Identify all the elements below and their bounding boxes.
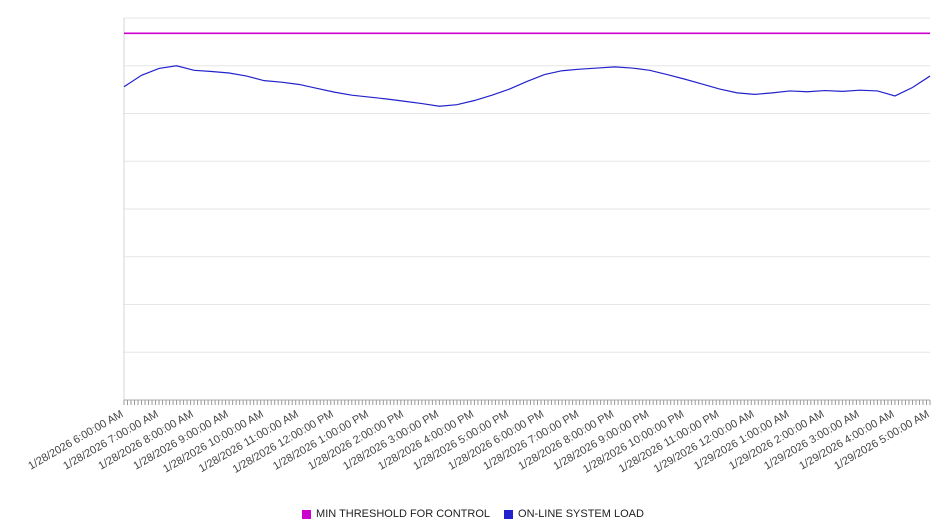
line-chart: 1/28/2026 6:00:00 AM1/28/2026 7:00:00 AM… [26, 17, 932, 476]
legend-swatch-threshold-icon [302, 509, 312, 519]
legend-label-online-load: ON-LINE SYSTEM LOAD [518, 508, 644, 520]
load-line [123, 65, 931, 107]
legend-item-min-threshold[interactable]: MIN THRESHOLD FOR CONTROL [302, 508, 490, 520]
chart-legend: MIN THRESHOLD FOR CONTROL ON-LINE SYSTEM… [0, 508, 946, 520]
legend-item-online-load[interactable]: ON-LINE SYSTEM LOAD [504, 508, 644, 520]
legend-swatch-load-icon [504, 509, 514, 519]
legend-label-min-threshold: MIN THRESHOLD FOR CONTROL [316, 508, 491, 520]
